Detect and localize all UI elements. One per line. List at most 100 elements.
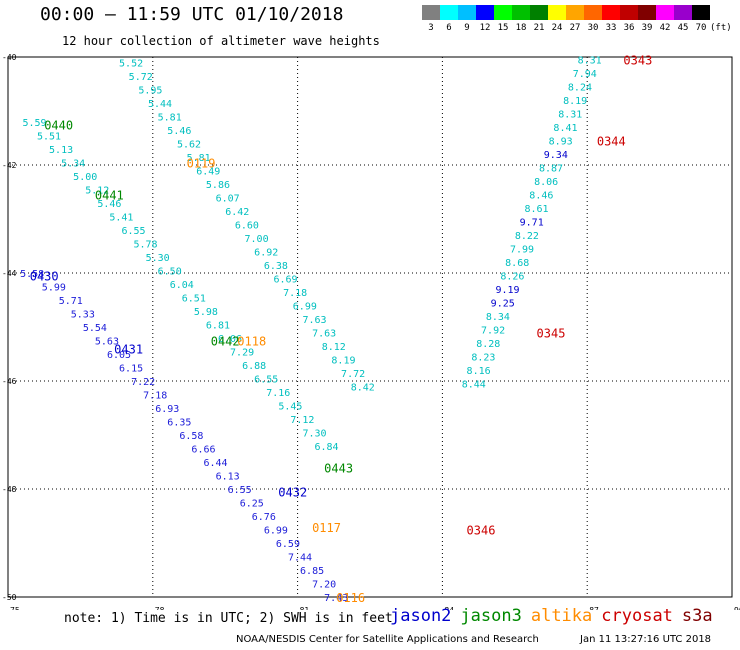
- wave-height-value: 8.28: [476, 339, 500, 350]
- wave-height-value: 5.81: [187, 153, 211, 164]
- color-scale-label: 45: [677, 23, 689, 33]
- color-scale-swatch: [602, 5, 620, 20]
- pass-time-label: 0343: [623, 54, 652, 68]
- wave-height-value: 8.23: [471, 353, 495, 364]
- wave-height-value: 8.16: [467, 366, 491, 377]
- wave-height-value: 8.06: [534, 177, 558, 188]
- color-scale-label: 30: [587, 23, 599, 33]
- legend-entry-jason2: jason2: [390, 606, 452, 626]
- wave-height-value: 8.68: [505, 258, 529, 269]
- wave-height-value: 6.93: [155, 404, 179, 415]
- wave-height-value: 9.71: [520, 218, 544, 229]
- x-tick-label: 81: [300, 606, 310, 610]
- x-tick-label: 90: [734, 606, 740, 610]
- wave-height-value: 5.30: [146, 253, 170, 264]
- wave-height-value: 8.26: [500, 272, 524, 283]
- wave-height-value: 5.00: [73, 172, 97, 183]
- wave-height-value: 5.46: [97, 199, 121, 210]
- color-scale-swatch: [440, 5, 458, 20]
- page-title: 00:00 – 11:59 UTC 01/10/2018: [40, 4, 344, 25]
- wave-height-value: 6.99: [264, 526, 288, 537]
- color-scale-label: 18: [515, 23, 527, 33]
- wave-height-value: 7.44: [288, 553, 312, 564]
- altimeter-wave-height-map: 75 78 81 84 87 90 -40 -42 -44 -46 -48 -50 5.58 5.99 5.…: [2, 53, 740, 610]
- wave-height-value: 8.31: [558, 110, 582, 121]
- wave-height-value: 6.92: [254, 247, 278, 258]
- wave-height-value: 5.54: [83, 323, 107, 334]
- y-tick-label: -44: [2, 269, 17, 278]
- wave-height-value: 7.63: [302, 315, 326, 326]
- wave-height-value: 9.25: [491, 299, 515, 310]
- wave-height-value: 7.30: [302, 428, 326, 439]
- wave-height-value: 5.13: [49, 145, 73, 156]
- wave-height-value: 5.41: [109, 212, 133, 223]
- wave-height-value: 6.49: [196, 166, 220, 177]
- wave-height-value: 6.88: [242, 361, 266, 372]
- wave-height-value: 5.58: [20, 269, 44, 280]
- wave-height-value: 5.46: [167, 126, 191, 137]
- pass-time-label: 0346: [467, 524, 496, 538]
- pass-time-label: 0118: [237, 335, 266, 349]
- wave-height-value: 6.58: [179, 431, 203, 442]
- wave-height-value: 5.63: [95, 337, 119, 348]
- pass-time-label: 0116: [336, 591, 365, 605]
- wave-height-value: 5.33: [71, 310, 95, 321]
- color-scale-label: 33: [605, 23, 617, 33]
- legend-entry-cryosat: cryosat: [601, 606, 673, 626]
- wave-height-value: 5.71: [59, 296, 83, 307]
- pass-time-label: 0441: [95, 189, 124, 203]
- wave-height-value: 8.42: [351, 382, 375, 393]
- color-scale-swatch: [512, 5, 530, 20]
- wave-height-value: 6.07: [216, 193, 240, 204]
- wave-height-value: 6.44: [203, 458, 227, 469]
- x-tick-label: 87: [589, 606, 599, 610]
- legend-entry-jason3: jason3: [460, 606, 522, 626]
- footer-note: note: 1) Time is in UTC; 2) SWH is in fe…: [64, 611, 393, 626]
- color-scale-swatch: [620, 5, 638, 20]
- wave-height-value: 8.41: [553, 123, 577, 134]
- wave-height-value: 6.60: [235, 220, 259, 231]
- y-tick-label: -42: [2, 161, 17, 170]
- wave-height-value: 7.16: [266, 388, 290, 399]
- wave-height-value: 7.72: [341, 369, 365, 380]
- color-scale-swatch: [692, 5, 710, 20]
- x-tick-label: 84: [444, 606, 454, 610]
- wave-height-value: 7.22: [131, 377, 155, 388]
- wave-height-value: 6.15: [119, 364, 143, 375]
- pass-time-label: 0345: [537, 326, 566, 340]
- credit-line: NOAA/NESDIS Center for Satellite Applica…: [236, 634, 539, 645]
- satellite-legend: jason2 jason3 altika cryosat s3a: [390, 606, 722, 626]
- wave-height-value: 7.00: [245, 234, 269, 245]
- color-scale-label: 15: [497, 23, 509, 33]
- y-tick-label: -46: [2, 377, 17, 386]
- pass-time-label: 0442: [211, 335, 240, 349]
- color-scale-swatch: [584, 5, 602, 20]
- wave-height-value: 6.55: [121, 226, 145, 237]
- legend-entry-s3a: s3a: [681, 606, 713, 626]
- color-scale-swatch: [656, 5, 674, 20]
- wave-height-value: 5.86: [206, 180, 230, 191]
- wave-height-value: 6.35: [167, 418, 191, 429]
- wave-height-value: 5.51: [37, 131, 61, 142]
- wave-height-value: 6.04: [170, 280, 194, 291]
- wave-height-value: 5.59: [22, 118, 46, 129]
- wave-height-value: 5.81: [158, 112, 182, 123]
- wave-height-value: 8.19: [563, 96, 587, 107]
- wave-height-value: 9.34: [544, 150, 568, 161]
- wave-height-value: 7.29: [230, 347, 254, 358]
- wave-height-value: 6.84: [315, 442, 339, 453]
- wave-height-value: 5.45: [278, 401, 302, 412]
- color-scale-label: 24: [551, 23, 563, 33]
- pass-time-label: 0430: [30, 270, 59, 284]
- wave-height-value: 8.12: [322, 342, 346, 353]
- color-scale-label: 39: [641, 23, 653, 33]
- pass-time-label: 0431: [114, 343, 143, 357]
- wave-height-value: 6.06: [218, 334, 242, 345]
- color-scale-swatch: [566, 5, 584, 20]
- x-tick-label: 78: [155, 606, 165, 610]
- wave-height-value: 6.55: [228, 485, 252, 496]
- wave-height-value: 6.25: [240, 499, 264, 510]
- color-scale-label: 9: [464, 23, 470, 33]
- wave-height-value: 7.43: [324, 593, 348, 604]
- pass-time-label: 0440: [44, 119, 73, 133]
